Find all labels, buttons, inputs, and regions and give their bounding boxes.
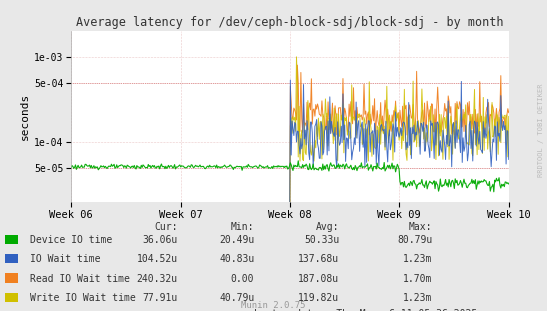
Text: 20.49u: 20.49u: [219, 235, 254, 245]
Text: 1.23m: 1.23m: [403, 293, 432, 303]
Text: 104.52u: 104.52u: [137, 254, 178, 264]
Text: Munin 2.0.75: Munin 2.0.75: [241, 301, 306, 310]
Text: 80.79u: 80.79u: [397, 235, 432, 245]
Y-axis label: seconds: seconds: [20, 93, 30, 140]
Text: IO Wait time: IO Wait time: [30, 254, 101, 264]
Text: 40.83u: 40.83u: [219, 254, 254, 264]
Text: Write IO Wait time: Write IO Wait time: [30, 293, 136, 303]
Text: Min:: Min:: [231, 222, 254, 232]
Text: Last update:  Thu Mar  6 11:05:36 2025: Last update: Thu Mar 6 11:05:36 2025: [254, 309, 478, 311]
Text: 50.33u: 50.33u: [304, 235, 339, 245]
Text: 1.70m: 1.70m: [403, 274, 432, 284]
Text: 40.79u: 40.79u: [219, 293, 254, 303]
Text: 1.23m: 1.23m: [403, 254, 432, 264]
Text: Cur:: Cur:: [154, 222, 178, 232]
Text: RRDTOOL / TOBI OETIKER: RRDTOOL / TOBI OETIKER: [538, 84, 544, 177]
Text: 240.32u: 240.32u: [137, 274, 178, 284]
Text: 187.08u: 187.08u: [298, 274, 339, 284]
Text: Avg:: Avg:: [316, 222, 339, 232]
Title: Average latency for /dev/ceph-block-sdj/block-sdj - by month: Average latency for /dev/ceph-block-sdj/…: [76, 16, 504, 29]
Text: 137.68u: 137.68u: [298, 254, 339, 264]
Text: Device IO time: Device IO time: [30, 235, 112, 245]
Text: Max:: Max:: [409, 222, 432, 232]
Text: 119.82u: 119.82u: [298, 293, 339, 303]
Text: 36.06u: 36.06u: [143, 235, 178, 245]
Text: 0.00: 0.00: [231, 274, 254, 284]
Text: 77.91u: 77.91u: [143, 293, 178, 303]
Text: Read IO Wait time: Read IO Wait time: [30, 274, 130, 284]
